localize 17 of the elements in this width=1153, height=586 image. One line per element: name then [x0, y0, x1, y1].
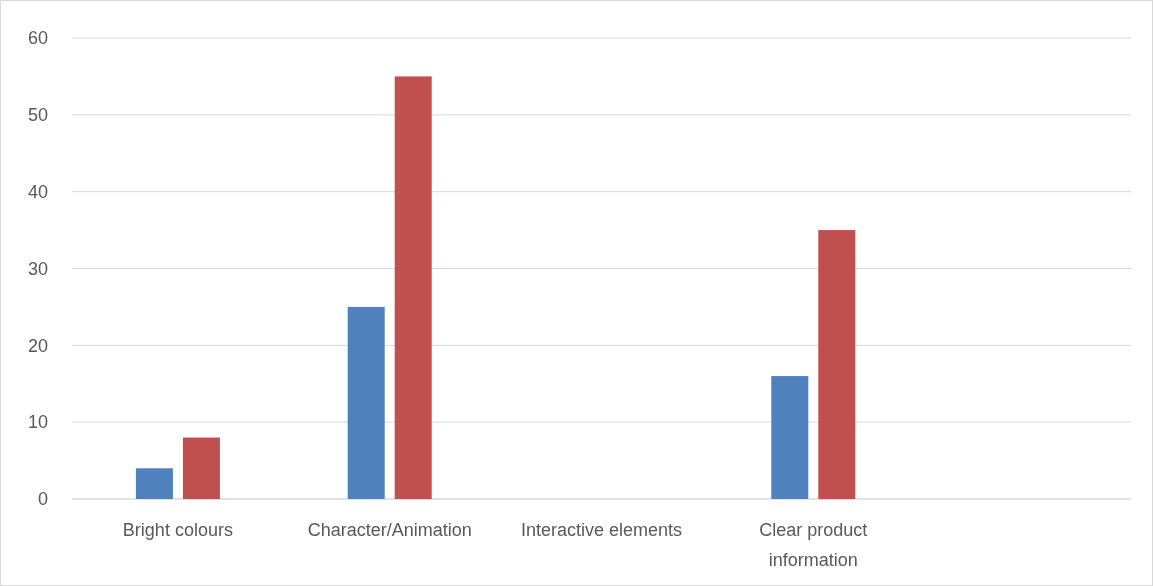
- x-tick-label: Bright colours: [122, 520, 233, 540]
- bar: [771, 376, 809, 499]
- x-tick-label: Interactive elements: [520, 520, 683, 540]
- bar: [347, 306, 385, 499]
- x-tick-label: Character/Animation: [307, 520, 472, 540]
- bar: [135, 468, 173, 499]
- bar: [182, 437, 220, 499]
- y-tick-label: 0: [37, 489, 48, 510]
- y-tick-label: 50: [27, 105, 48, 126]
- x-tick-label: Clear product information: [759, 520, 868, 570]
- bar: [394, 76, 432, 499]
- y-tick-label: 40: [27, 181, 48, 202]
- y-tick-label: 10: [27, 412, 48, 433]
- bar: [818, 230, 856, 499]
- y-tick-label: 20: [27, 335, 48, 356]
- y-tick-label: 60: [27, 28, 48, 49]
- y-tick-label: 30: [27, 258, 48, 279]
